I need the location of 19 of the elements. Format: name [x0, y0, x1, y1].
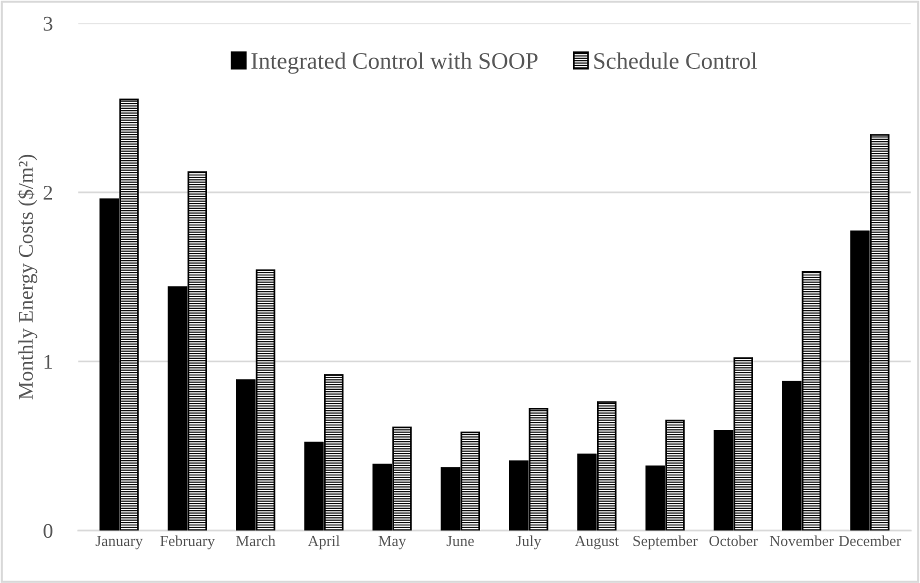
x-tick-label: August — [574, 536, 619, 550]
x-tick-label: July — [516, 535, 542, 550]
x-tick-label: January — [96, 536, 143, 550]
x-tick-label: November — [770, 535, 834, 546]
x-tick-label: June — [446, 536, 474, 546]
x-tick-label: April — [308, 535, 340, 550]
y-tick-label: 0 — [44, 524, 52, 538]
legend-label: Schedule Control — [594, 52, 757, 69]
y-axis-title: Monthly Energy Costs ($/m²) — [18, 154, 38, 400]
x-tick-label: October — [709, 535, 758, 546]
x-tick-label: December — [838, 535, 902, 546]
y-tick-label: 2 — [44, 186, 52, 200]
x-tick-label: March — [236, 535, 276, 546]
x-tick-label: September — [633, 535, 698, 550]
y-tick-label: 3 — [44, 16, 52, 31]
legend-label: Integrated Control with SOOP — [251, 52, 538, 74]
y-tick-label: 1 — [44, 354, 52, 369]
x-tick-label: May — [378, 536, 406, 550]
x-tick-label: February — [160, 535, 215, 550]
